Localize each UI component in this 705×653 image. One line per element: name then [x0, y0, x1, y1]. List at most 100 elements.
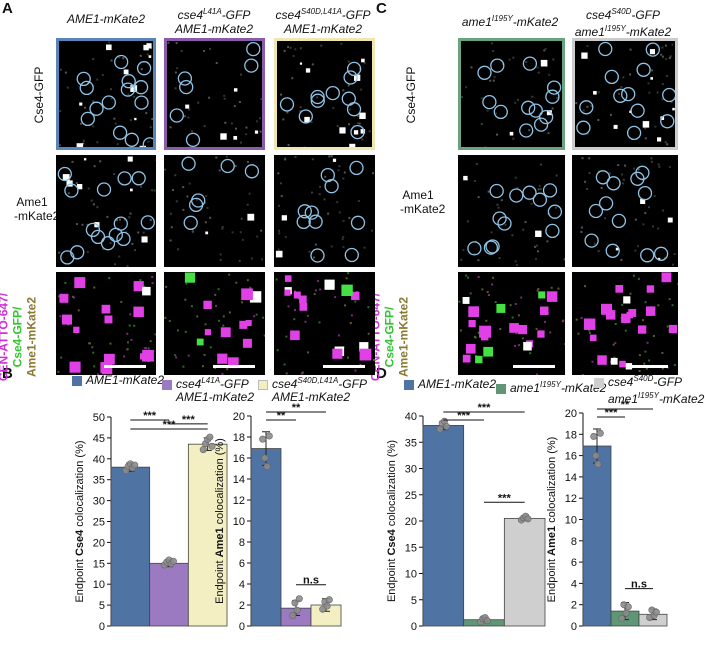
noise-speck [348, 217, 351, 219]
noise-speck [249, 286, 252, 289]
noise-speck [81, 223, 84, 226]
noise-speck [540, 163, 542, 166]
fluorescent-spot [668, 324, 678, 334]
noise-speck [145, 112, 148, 115]
y-tick-label: 6 [571, 557, 577, 569]
cen-dna-circle [547, 204, 563, 219]
legend-b-ame1: AME1-mKate2 [72, 374, 164, 387]
noise-speck [58, 295, 60, 298]
fluorescent-spot [104, 353, 115, 365]
fluorescent-spot [621, 313, 631, 323]
noise-speck [338, 211, 341, 214]
significance-label: n.s [303, 575, 319, 587]
y-tick-label: 15 [93, 558, 105, 570]
cen-dna-circle [131, 171, 146, 186]
cen-dna-circle [660, 114, 675, 129]
cen-dna-circle [477, 65, 492, 80]
noise-speck [126, 264, 129, 267]
data-point [436, 425, 444, 433]
noise-speck [564, 343, 565, 345]
cen-dna-circle [79, 80, 94, 96]
noise-speck [597, 91, 600, 94]
y-tick-label: 5 [99, 600, 105, 612]
noise-speck [465, 86, 468, 89]
fluorescent-spot [69, 361, 81, 373]
cen-dna-circle [310, 89, 325, 105]
cen-dna-circle [279, 97, 295, 112]
micrograph-a-s40d-mkate [274, 155, 375, 267]
data-point [293, 606, 301, 614]
noise-speck [187, 354, 190, 357]
noise-speck [188, 182, 191, 185]
fluorescent-spot [146, 43, 152, 49]
noise-speck [644, 137, 647, 140]
significance-label: ** [277, 410, 286, 422]
cen-dna-circle [542, 183, 558, 198]
noise-speck [673, 253, 676, 255]
noise-speck [67, 192, 70, 195]
fluorescent-spot [281, 215, 287, 221]
cen-dna-circle [626, 125, 642, 141]
noise-speck [107, 41, 110, 44]
noise-speck [259, 130, 262, 133]
noise-speck [537, 288, 540, 290]
y-tick-label: 40 [93, 454, 105, 466]
fluorescent-spot [102, 306, 109, 313]
noise-speck [233, 105, 236, 108]
noise-speck [496, 203, 499, 206]
noise-speck [497, 206, 500, 209]
noise-speck [235, 281, 238, 284]
noise-speck [650, 160, 653, 163]
noise-speck [467, 276, 470, 279]
fluorescent-spot [299, 62, 303, 65]
cen-dna-circle [662, 87, 675, 103]
micrograph-c-i195y-merge [458, 272, 565, 375]
noise-speck [280, 195, 283, 198]
noise-speck [86, 250, 89, 253]
noise-speck [342, 177, 345, 180]
y-tick-label: 20 [405, 516, 417, 528]
noise-speck [638, 354, 641, 357]
noise-speck [168, 320, 171, 322]
noise-speck [184, 298, 187, 301]
noise-speck [666, 325, 669, 328]
noise-speck [373, 359, 375, 361]
noise-speck [60, 68, 62, 71]
cen-dna-circle [522, 56, 538, 71]
noise-speck [90, 199, 93, 202]
noise-speck [652, 225, 654, 228]
y-tick-label: 6 [239, 558, 245, 570]
noise-speck [96, 141, 99, 144]
cen-dna-circle [220, 158, 235, 174]
significance-label: *** [498, 492, 512, 504]
fluorescent-spot [462, 354, 471, 363]
noise-speck [575, 318, 578, 321]
data-point [291, 599, 299, 607]
micrograph-a-s40d-merge [274, 272, 375, 375]
data-point [208, 442, 216, 450]
noise-speck [342, 89, 345, 92]
noise-speck [319, 185, 322, 188]
fluorescent-spot [661, 272, 672, 283]
y-tick-label: 18 [233, 432, 245, 444]
cen-dna-circle [621, 86, 636, 102]
noise-speck [191, 229, 194, 232]
fluorescent-spot [142, 349, 154, 362]
cen-dna-circle [183, 215, 198, 230]
y-axis-label: Endpoint Ame1 colocalization (%) [214, 438, 226, 604]
noise-speck [562, 319, 565, 322]
fluorescent-spot [139, 145, 146, 147]
noise-speck [665, 75, 668, 77]
noise-speck [466, 220, 469, 223]
data-point [592, 452, 600, 460]
noise-speck [661, 55, 664, 58]
noise-speck [221, 227, 224, 230]
noise-speck [183, 115, 186, 118]
noise-speck [234, 165, 237, 167]
noise-speck [327, 212, 330, 215]
noise-speck [588, 157, 591, 160]
noise-speck [240, 217, 243, 220]
cen-dna-circle [310, 248, 325, 263]
noise-speck [673, 364, 676, 366]
noise-speck [311, 191, 313, 194]
